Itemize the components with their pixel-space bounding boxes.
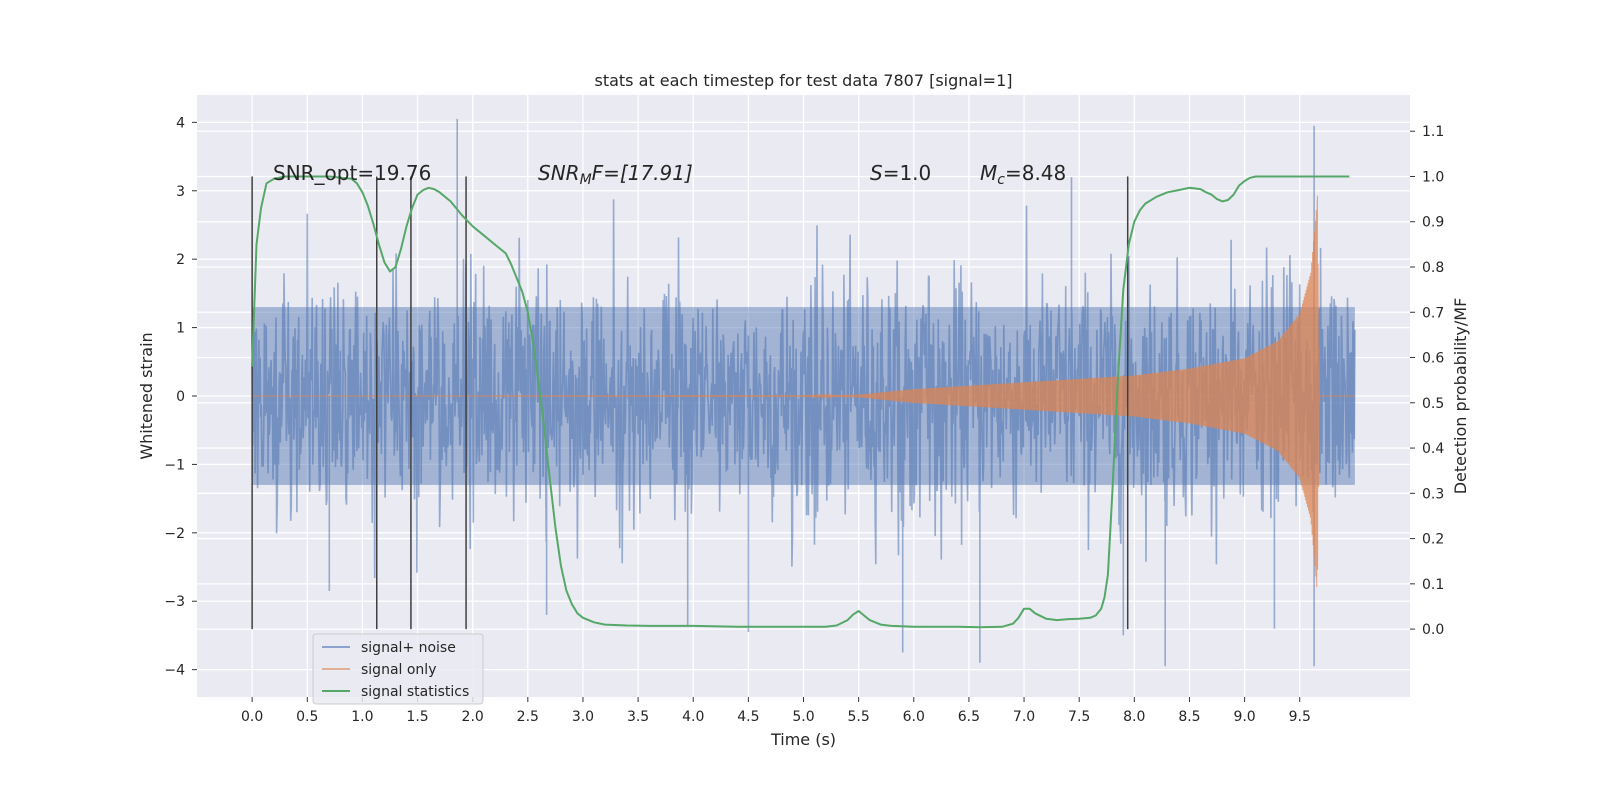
y2-tick-label: 0.4 bbox=[1422, 441, 1444, 457]
annotation-mc-value: =8.48 bbox=[1005, 161, 1066, 185]
y2-tick-label: 1.0 bbox=[1422, 169, 1444, 185]
x-tick-label: 0.5 bbox=[296, 709, 318, 725]
annotation-mc-sub: c bbox=[997, 172, 1005, 188]
y2-tick-label: 0.8 bbox=[1422, 260, 1444, 276]
x-tick-label: 6.0 bbox=[903, 709, 925, 725]
x-tick-label: 0.0 bbox=[241, 709, 263, 725]
y-tick-label: 1 bbox=[176, 321, 185, 337]
x-tick-label: 1.5 bbox=[406, 709, 428, 725]
x-tick-label: 6.5 bbox=[958, 709, 980, 725]
y2-tick-label: 0.3 bbox=[1422, 486, 1444, 502]
x-tick-label: 2.0 bbox=[462, 709, 484, 725]
y2-tick-label: 0.5 bbox=[1422, 396, 1444, 412]
y2-tick-label: 0.2 bbox=[1422, 532, 1444, 548]
x-tick-label: 4.0 bbox=[682, 709, 704, 725]
x-tick-label: 5.0 bbox=[792, 709, 814, 725]
x-tick-label: 1.0 bbox=[351, 709, 373, 725]
y-tick-label: −2 bbox=[164, 526, 185, 542]
y-tick-label: 3 bbox=[176, 184, 185, 200]
y2-tick-label: 0.9 bbox=[1422, 215, 1444, 231]
y-tick-label: 4 bbox=[176, 115, 185, 131]
x-tick-label: 7.5 bbox=[1068, 709, 1090, 725]
y2-tick-label: 0.6 bbox=[1422, 351, 1444, 367]
legend-label: signal statistics bbox=[361, 684, 469, 700]
legend-box bbox=[312, 633, 484, 705]
y2-axis-label: Detection probability/MF bbox=[1451, 298, 1470, 495]
x-tick-label: 3.5 bbox=[627, 709, 649, 725]
annotation-mc: Mc=8.48 bbox=[980, 161, 1066, 188]
legend: signal+ noise signal only signal statistic… bbox=[312, 633, 484, 705]
x-axis-label: Time (s) bbox=[770, 730, 836, 749]
annotation-snr-opt: SNR_opt=19.76 bbox=[273, 161, 431, 185]
y2-tick-label: 0.1 bbox=[1422, 577, 1444, 593]
legend-label: signal only bbox=[361, 662, 436, 678]
x-tick-label: 8.0 bbox=[1123, 709, 1145, 725]
annotation-snr-mf-tail: F=[17.91] bbox=[592, 161, 693, 185]
y2-tick-label: 1.1 bbox=[1422, 124, 1444, 140]
annotation-s-label: S bbox=[870, 161, 883, 185]
marker-lines bbox=[251, 175, 1350, 630]
x-tick-label: 3.0 bbox=[572, 709, 594, 725]
x-tick-label: 2.5 bbox=[517, 709, 539, 725]
y2-tick-label: 0.0 bbox=[1422, 622, 1444, 638]
series-signal-only bbox=[252, 195, 1355, 588]
legend-label: signal+ noise bbox=[361, 640, 456, 656]
chart-title: stats at each timestep for test data 780… bbox=[594, 71, 1012, 90]
x-tick-label: 9.5 bbox=[1289, 709, 1311, 725]
y-tick-label: −1 bbox=[164, 457, 185, 473]
annotation-mc-label: M bbox=[980, 161, 997, 185]
x-tick-label: 5.5 bbox=[848, 709, 870, 725]
y-axis-label: Whitened strain bbox=[137, 332, 156, 459]
x-tick-label: 9.0 bbox=[1233, 709, 1255, 725]
y2-tick-label: 0.7 bbox=[1422, 305, 1444, 321]
annotation-s-value: =1.0 bbox=[883, 161, 932, 185]
x-tick-label: 7.0 bbox=[1013, 709, 1035, 725]
annotation-snr-mf: SNRMF=[17.91] bbox=[538, 161, 693, 188]
axes: 0.0 0.5 1.0 1.5 2.0 2.5 3.0 3.5 4.0 4.5 5.0 5.5 6.0 6… bbox=[164, 115, 1444, 725]
y-tick-label: 0 bbox=[176, 389, 185, 405]
x-tick-label: 8.5 bbox=[1178, 709, 1200, 725]
y-tick-label: 2 bbox=[176, 252, 185, 268]
series-signal-statistics bbox=[251, 175, 1350, 629]
annotation-snr-mf-sub: M bbox=[580, 172, 592, 188]
annotation-snr-mf-label: SNR bbox=[538, 161, 580, 185]
x-tick-label: 4.5 bbox=[737, 709, 759, 725]
y-tick-label: −4 bbox=[164, 663, 185, 679]
plot-data bbox=[251, 118, 1356, 667]
y-tick-label: −3 bbox=[164, 594, 185, 610]
annotation-s: S=1.0 bbox=[870, 161, 931, 185]
